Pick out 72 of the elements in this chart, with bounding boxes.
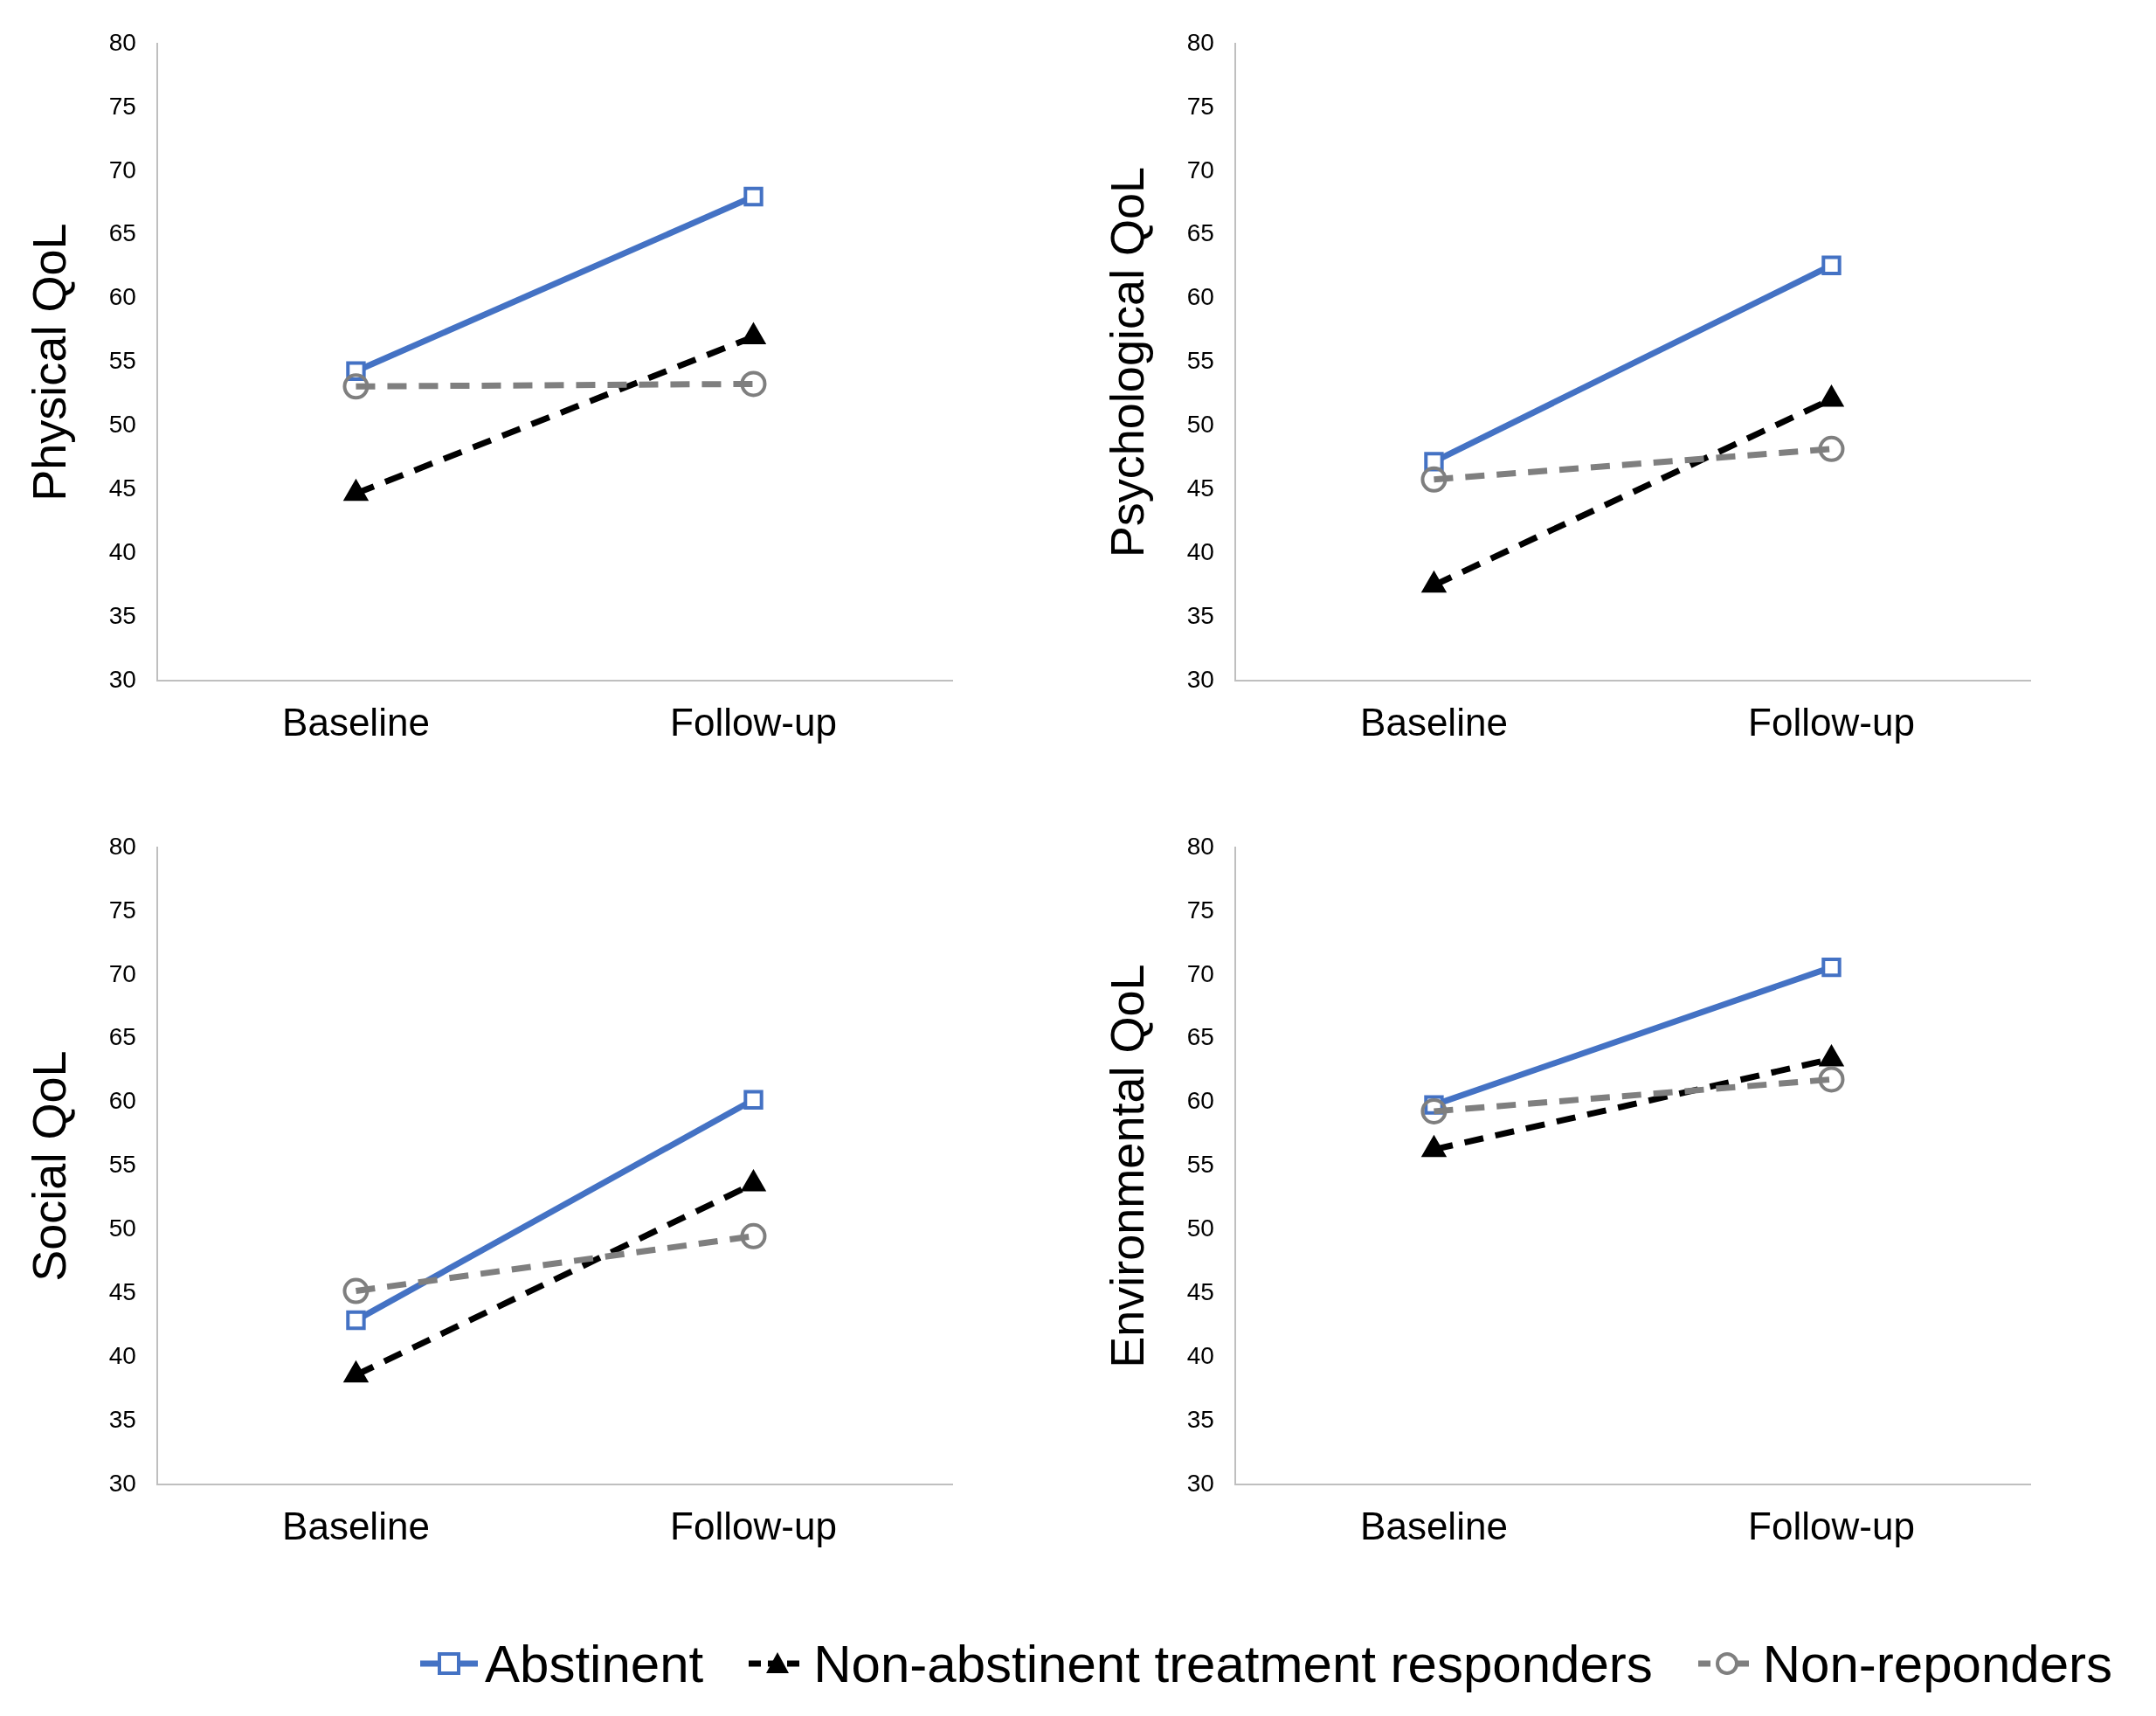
y-tick-label: 45	[1186, 1278, 1214, 1306]
y-tick-label: 65	[1186, 219, 1214, 247]
y-axis-title: Physical QoL	[23, 223, 76, 502]
y-tick-label: 80	[1186, 28, 1214, 56]
y-axis-title: Psychological QoL	[1101, 166, 1154, 558]
legend-label: Non-abstinent treatment responders	[813, 1633, 1653, 1694]
y-tick-label: 75	[108, 896, 136, 924]
legend-label: Abstinent	[485, 1633, 704, 1694]
point	[342, 1277, 370, 1304]
x-tick-label: Baseline	[282, 1504, 430, 1547]
y-tick-label: 70	[108, 156, 136, 183]
y-tick-label: 65	[108, 1023, 136, 1051]
point	[1420, 1097, 1448, 1124]
x-tick-label: Follow-up	[670, 1504, 837, 1547]
y-tick-label: 40	[1186, 538, 1214, 566]
point	[740, 370, 767, 398]
y-tick-label: 45	[108, 474, 136, 502]
y-tick-label: 70	[1186, 959, 1214, 987]
y-axis-title: Social QoL	[23, 1050, 76, 1282]
point	[740, 1222, 767, 1249]
point	[1420, 466, 1448, 493]
y-tick-label: 50	[1186, 411, 1214, 439]
y-tick-label: 80	[1186, 832, 1214, 860]
x-tick-label: Follow-up	[1748, 1504, 1915, 1547]
y-tick-label: 45	[1186, 474, 1214, 502]
y-tick-label: 35	[108, 1406, 136, 1433]
y-axis-title: Environmental QoL	[1101, 964, 1154, 1368]
y-tick-label: 35	[108, 602, 136, 629]
point	[1821, 255, 1842, 275]
point	[743, 1090, 764, 1110]
point	[1821, 957, 1842, 978]
y-tick-label: 30	[1186, 665, 1214, 693]
y-tick-label: 40	[1186, 1342, 1214, 1370]
y-tick-label: 60	[1186, 1087, 1214, 1115]
y-tick-label: 50	[108, 1214, 136, 1242]
y-tick-label: 40	[108, 1342, 136, 1370]
y-tick-label: 75	[108, 92, 136, 120]
y-tick-label: 35	[1186, 1406, 1214, 1433]
y-tick-label: 70	[1186, 156, 1214, 183]
x-tick-label: Follow-up	[1748, 700, 1915, 744]
y-tick-label: 55	[1186, 1151, 1214, 1179]
y-tick-label: 60	[108, 283, 136, 311]
y-tick-label: 40	[108, 538, 136, 566]
y-tick-label: 35	[1186, 602, 1214, 629]
point	[346, 1310, 366, 1331]
y-tick-label: 45	[108, 1278, 136, 1306]
y-tick-label: 55	[108, 347, 136, 375]
y-tick-label: 60	[1186, 283, 1214, 311]
y-tick-label: 60	[108, 1087, 136, 1115]
y-tick-label: 75	[1186, 92, 1214, 120]
x-tick-label: Follow-up	[670, 700, 837, 744]
point	[1818, 435, 1845, 462]
x-tick-label: Baseline	[1360, 700, 1508, 744]
y-tick-label: 70	[108, 959, 136, 987]
y-tick-label: 75	[1186, 896, 1214, 924]
point	[342, 373, 370, 400]
y-tick-label: 55	[1186, 347, 1214, 375]
x-tick-label: Baseline	[1360, 1504, 1508, 1547]
y-tick-label: 30	[108, 1469, 136, 1497]
point	[1818, 1066, 1845, 1093]
y-tick-label: 55	[108, 1151, 136, 1179]
y-tick-label: 50	[1186, 1214, 1214, 1242]
y-tick-label: 80	[108, 28, 136, 56]
y-tick-label: 30	[1186, 1469, 1214, 1497]
x-tick-label: Baseline	[282, 700, 430, 744]
y-tick-label: 65	[1186, 1023, 1214, 1051]
point	[743, 186, 764, 207]
y-tick-label: 30	[108, 665, 136, 693]
y-tick-label: 65	[108, 219, 136, 247]
y-tick-label: 50	[108, 411, 136, 439]
y-tick-label: 80	[108, 832, 136, 860]
legend-label: Non-reponders	[1762, 1633, 2112, 1694]
